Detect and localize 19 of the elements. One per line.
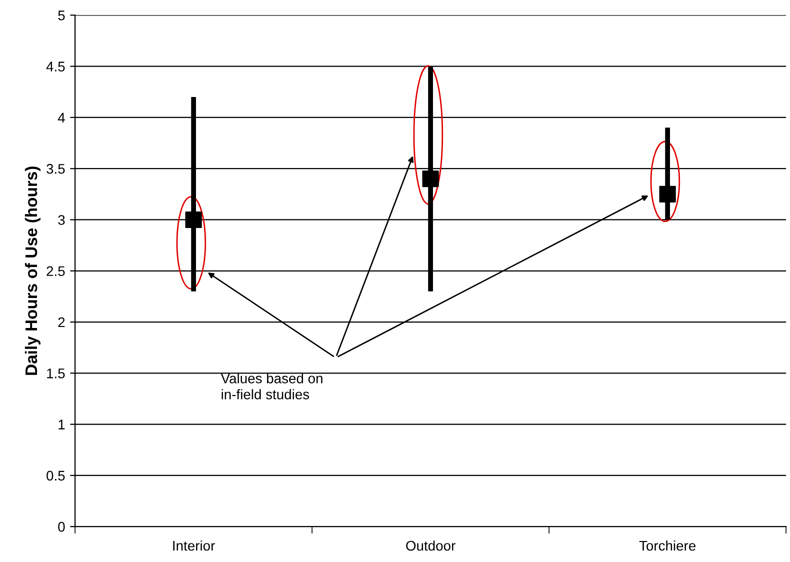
y-tick-label: 1 (58, 420, 65, 430)
x-tick-label: Interior (173, 540, 215, 551)
point (659, 186, 676, 202)
point (185, 211, 202, 228)
annotation: Values based on in-field studies (220, 373, 322, 400)
y-axis-title: Daily Hours of Use (hours) (24, 166, 40, 375)
y-tick-label: 4 (58, 112, 65, 122)
y-tick-label: 4.5 (46, 62, 65, 72)
y-tick-label: 3.5 (46, 164, 65, 174)
y-tick-label: 5 (58, 10, 65, 20)
y-tick-label: 2 (58, 317, 65, 328)
x-tick-label: Outdoor (406, 540, 456, 551)
x-tick-label: Torchiere (639, 540, 696, 551)
y-tick-label: 0.5 (46, 470, 65, 481)
point (422, 170, 439, 188)
y-tick-label: 0 (58, 522, 65, 532)
y-tick-label: 2.5 (46, 266, 65, 276)
y-tick-label: 1.5 (47, 368, 65, 378)
y-tick-label: 3 (58, 215, 65, 225)
